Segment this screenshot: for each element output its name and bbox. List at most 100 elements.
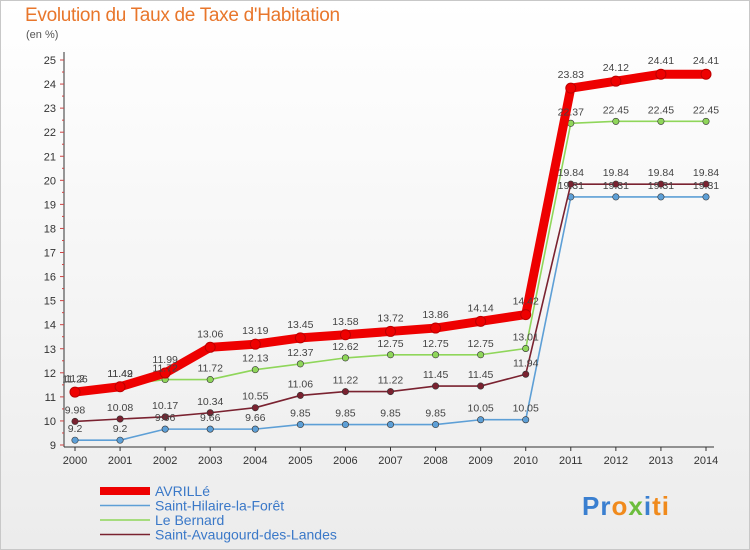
data-label: 12.75	[422, 338, 448, 350]
legend-label: AVRILLé	[155, 483, 210, 499]
x-tick-label: 2012	[604, 455, 628, 467]
data-point	[430, 322, 442, 334]
data-label: 19.31	[693, 180, 719, 192]
data-point	[385, 325, 396, 337]
logo-letter: i	[643, 491, 653, 521]
data-point	[159, 367, 171, 379]
chart-title: Evolution du Taux de Taxe d'Habitation	[25, 5, 340, 26]
data-label: 24.12	[603, 62, 629, 74]
data-label: 9.85	[380, 408, 401, 420]
y-tick-label: 22	[44, 127, 56, 139]
x-tick-label: 2004	[243, 455, 267, 467]
data-label: 9.2	[68, 423, 83, 435]
data-point	[522, 416, 530, 424]
data-point	[386, 421, 394, 429]
y-tick-label: 20	[44, 175, 56, 187]
data-label: 10.08	[107, 402, 133, 414]
x-tick-label: 2000	[63, 455, 87, 467]
data-label: 11.72	[197, 363, 223, 375]
data-label: 9.66	[245, 412, 266, 424]
y-tick-label: 17	[44, 248, 56, 260]
data-point	[296, 421, 304, 429]
data-point	[522, 345, 530, 353]
data-point	[477, 382, 485, 390]
data-point	[657, 180, 665, 188]
data-point	[477, 416, 485, 424]
y-tick-label: 13	[44, 344, 56, 356]
data-label: 14.14	[468, 302, 494, 314]
data-label: 9.85	[335, 408, 356, 420]
data-label: 13.06	[197, 328, 223, 340]
data-label: 23.83	[558, 69, 584, 81]
data-label: 19.31	[603, 180, 629, 192]
data-point	[655, 68, 667, 80]
data-point	[249, 338, 261, 350]
data-point	[702, 117, 710, 125]
data-point	[71, 417, 79, 425]
data-label: 11.22	[333, 375, 359, 387]
data-label: 9.66	[155, 412, 176, 424]
x-tick-label: 2010	[513, 455, 537, 467]
legend-label: Saint-Avaugourd-des-Landes	[155, 527, 337, 543]
y-tick-label: 19	[44, 199, 56, 211]
x-tick-label: 2005	[288, 455, 312, 467]
data-point	[700, 68, 712, 80]
data-point	[206, 376, 214, 384]
x-tick-label: 2011	[559, 455, 583, 467]
data-label: 12.37	[287, 347, 313, 359]
legend-label: Saint-Hilaire-la-Forêt	[155, 498, 284, 514]
data-point	[251, 425, 259, 433]
data-point	[251, 366, 259, 374]
data-label: 12.75	[377, 338, 403, 350]
y-tick-label: 15	[44, 296, 56, 308]
data-point	[386, 388, 394, 396]
x-tick-label: 2014	[694, 455, 718, 467]
data-point	[161, 413, 169, 421]
y-tick-label: 11	[45, 392, 56, 404]
data-label: 12.75	[468, 338, 494, 350]
data-label: 22.45	[648, 104, 674, 116]
x-tick-label: 2002	[153, 455, 177, 467]
data-label: 9.2	[113, 423, 128, 435]
legend-label: Le Bernard	[155, 512, 224, 528]
y-tick-label: 18	[44, 223, 56, 235]
data-label: 11.06	[288, 378, 314, 390]
data-label: 13.45	[287, 319, 313, 331]
data-label: 11.49	[107, 368, 133, 380]
data-point	[251, 404, 259, 412]
data-label: 24.41	[648, 55, 674, 67]
y-tick-label: 21	[44, 151, 56, 163]
logo-letter: r	[600, 491, 612, 521]
data-label: 19.31	[558, 180, 584, 192]
data-point	[69, 386, 81, 398]
data-point	[71, 436, 79, 444]
data-label: 11.94	[513, 357, 539, 369]
data-point	[206, 425, 214, 433]
unit-label: (en %)	[26, 29, 59, 41]
data-labels: 9.2 9.2 9.66 9.66 9.66 9.85 9.85 9.85 9.85 10.05 1…	[62, 55, 719, 435]
data-label: 14.42	[513, 296, 539, 308]
data-point	[432, 351, 440, 359]
x-tick-label: 2003	[198, 455, 222, 467]
data-label: 19.84	[603, 167, 629, 179]
data-point	[612, 193, 620, 201]
data-point	[114, 381, 126, 393]
data-point	[341, 354, 349, 362]
data-label: 11.72	[152, 363, 178, 375]
data-point	[520, 309, 532, 321]
data-point	[610, 75, 622, 87]
y-tick-label: 9	[50, 440, 56, 452]
logo-letter: x	[628, 491, 644, 521]
data-label: 10.55	[242, 391, 268, 403]
data-label: 9.98	[65, 404, 86, 416]
data-point	[657, 117, 665, 125]
series-lines	[69, 68, 712, 444]
data-label: 19.84	[558, 167, 584, 179]
data-point	[475, 315, 487, 327]
data-label: 10.05	[513, 403, 539, 415]
data-label: 13.86	[422, 309, 448, 321]
data-point	[294, 332, 306, 344]
y-tick-label: 23	[44, 103, 56, 115]
logo-letter: t	[652, 491, 662, 521]
